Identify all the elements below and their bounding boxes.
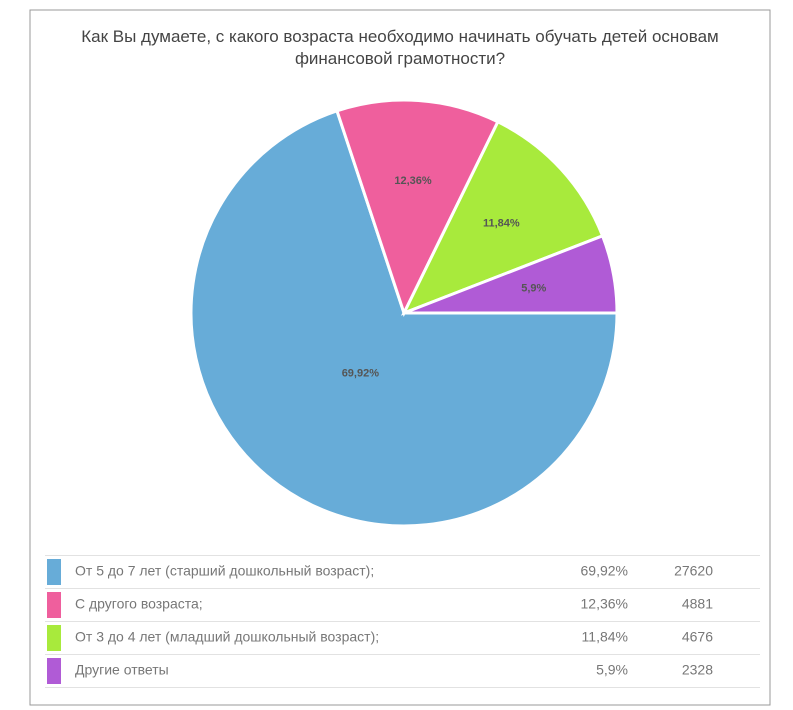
legend-swatch: [47, 658, 61, 684]
pie-slice: [189, 108, 619, 528]
legend-swatch: [47, 625, 61, 651]
legend-label: От 5 до 7 лет (старший дошкольный возрас…: [75, 563, 374, 579]
frame: [29, 9, 771, 706]
pie-slice: [400, 119, 605, 316]
legend-swatch: [47, 559, 61, 585]
pie-slice: [403, 233, 619, 315]
slice-label: 12,36%: [394, 175, 432, 187]
slice-label: 11,84%: [483, 218, 520, 230]
slice-label: 5,9%: [521, 283, 546, 295]
legend-percent: 12,36%: [581, 596, 628, 612]
slice-label: 69,92%: [342, 367, 380, 379]
legend-percent: 5,9%: [596, 662, 628, 678]
legend-count: 4881: [682, 596, 713, 612]
legend-label: От 3 до 4 лет (младший дошкольный возрас…: [75, 629, 379, 645]
legend-count: 2328: [682, 662, 713, 678]
chart-title: Как Вы думаете, с какого возраста необхо…: [81, 27, 719, 68]
legend-swatch: [47, 592, 61, 618]
legend-percent: 69,92%: [581, 563, 628, 579]
legend-label: С другого возраста;: [75, 596, 203, 612]
legend-count: 4676: [682, 629, 713, 645]
legend-count: 27620: [674, 563, 713, 579]
legend-label: Другие ответы: [75, 662, 169, 678]
pie-slice: [335, 98, 500, 317]
legend-percent: 11,84%: [582, 629, 628, 645]
